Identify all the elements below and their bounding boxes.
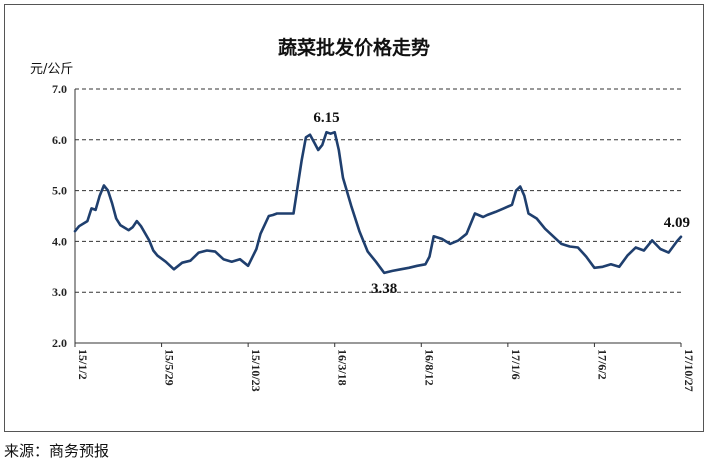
- series: [73, 130, 683, 275]
- y-axis-unit-label: 元/公斤: [30, 62, 73, 77]
- y-tick-label: 3.0: [52, 285, 67, 299]
- annotations: 6.15 3.38 4.09: [313, 110, 690, 297]
- x-tick-label: 16/3/18: [336, 349, 350, 386]
- chart-frame: 蔬菜批发价格走势 元/公斤 2.0 3.0 4.0 5.0 6.0 7.0 15/1/2 1…: [4, 4, 704, 432]
- y-tick-label: 2.0: [52, 336, 67, 350]
- x-tick-label: 15/5/29: [163, 349, 177, 386]
- y-tick-label: 4.0: [52, 234, 67, 248]
- x-axis-ticks: 15/1/2 15/5/29 15/10/23 16/3/18 16/8/12 17/1/…: [74, 343, 696, 392]
- axes: [74, 89, 681, 344]
- x-tick-label: 17/10/27: [682, 349, 696, 392]
- y-tick-label: 7.0: [52, 82, 67, 96]
- x-tick-label: 17/1/6: [509, 349, 523, 380]
- grid-lines: [75, 88, 681, 293]
- y-tick-label: 5.0: [52, 184, 67, 198]
- y-tick-label: 6.0: [52, 133, 67, 147]
- x-tick-label: 15/10/23: [249, 349, 263, 392]
- chart-title: 蔬菜批发价格走势: [278, 36, 430, 59]
- line-chart: 蔬菜批发价格走势 元/公斤 2.03.04.05.06.07.0 15/1/2 1…: [30, 36, 696, 392]
- x-tick-label: 15/1/2: [76, 349, 90, 380]
- data-label: 6.15: [313, 110, 339, 126]
- x-tick-label: 16/8/12: [422, 349, 436, 386]
- data-label: 4.09: [664, 215, 690, 231]
- source-note: 来源：商务预报: [4, 442, 110, 460]
- data-label: 3.38: [371, 281, 397, 297]
- series-line: [73, 130, 683, 275]
- y-axis-ticks: 2.0 3.0 4.0 5.0 6.0 7.0: [52, 82, 67, 350]
- x-tick-label: 17/6/2: [595, 349, 609, 380]
